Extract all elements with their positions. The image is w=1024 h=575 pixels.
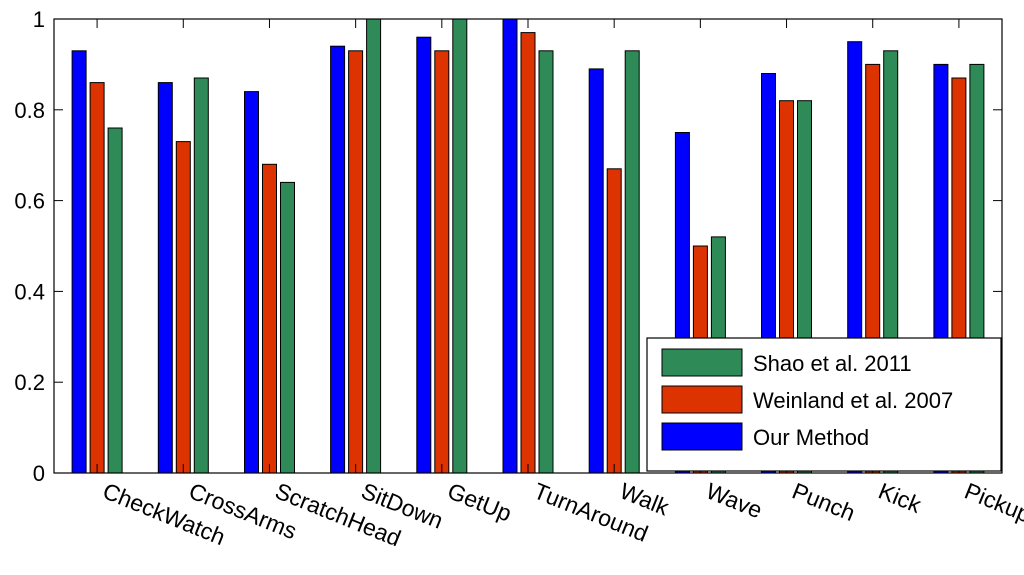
- legend-swatch: [661, 385, 743, 414]
- bar-sitdown-series-1: [348, 50, 364, 474]
- legend-swatch: [661, 422, 743, 451]
- bar-crossarms-series-2: [193, 77, 209, 474]
- bar-turnaround-series-2: [538, 50, 554, 474]
- y-tick-label: 0: [33, 461, 45, 486]
- bar-turnaround-series-1: [520, 32, 536, 474]
- x-tick-label-kick: Kick: [875, 478, 925, 519]
- y-tick-label: 0.2: [14, 370, 45, 395]
- legend-label: Weinland et al. 2007: [753, 388, 953, 413]
- y-tick-label: 1: [33, 7, 45, 32]
- bar-scratchhead-series-0: [244, 91, 259, 474]
- bar-crossarms-series-0: [157, 82, 173, 474]
- bar-checkwatch-series-0: [71, 50, 87, 474]
- bar-walk-series-2: [624, 50, 640, 474]
- bar-walk-series-1: [606, 168, 622, 474]
- x-tick-label-wave: Wave: [702, 478, 765, 524]
- bar-sitdown-series-2: [366, 18, 382, 474]
- bar-scratchhead-series-2: [280, 181, 295, 474]
- bar-checkwatch-series-2: [107, 127, 123, 474]
- legend-swatch: [661, 348, 743, 377]
- bar-turnaround-series-0: [502, 18, 518, 474]
- bar-getup-series-2: [452, 18, 468, 474]
- bar-crossarms-series-1: [175, 141, 191, 474]
- bar-getup-series-0: [416, 36, 432, 474]
- legend-label: Shao et al. 2011: [753, 351, 912, 376]
- y-tick-label: 0.6: [14, 189, 45, 214]
- x-tick-label-punch: Punch: [789, 478, 859, 527]
- x-tick-label-getup: GetUp: [444, 478, 515, 527]
- bar-checkwatch-series-1: [89, 82, 105, 474]
- legend-label: Our Method: [753, 425, 869, 450]
- x-tick-label-pickup: Pickup: [961, 478, 1024, 528]
- y-tick-label: 0.4: [14, 279, 45, 304]
- y-tick-label: 0.8: [14, 98, 45, 123]
- bars-group: [71, 18, 985, 474]
- bar-scratchhead-series-1: [262, 163, 277, 474]
- bar-walk-series-0: [588, 68, 604, 474]
- bar-getup-series-1: [434, 50, 450, 474]
- legend: Shao et al. 2011 Weinland et al. 2007 Our …: [646, 337, 1002, 472]
- bar-sitdown-series-0: [330, 45, 346, 474]
